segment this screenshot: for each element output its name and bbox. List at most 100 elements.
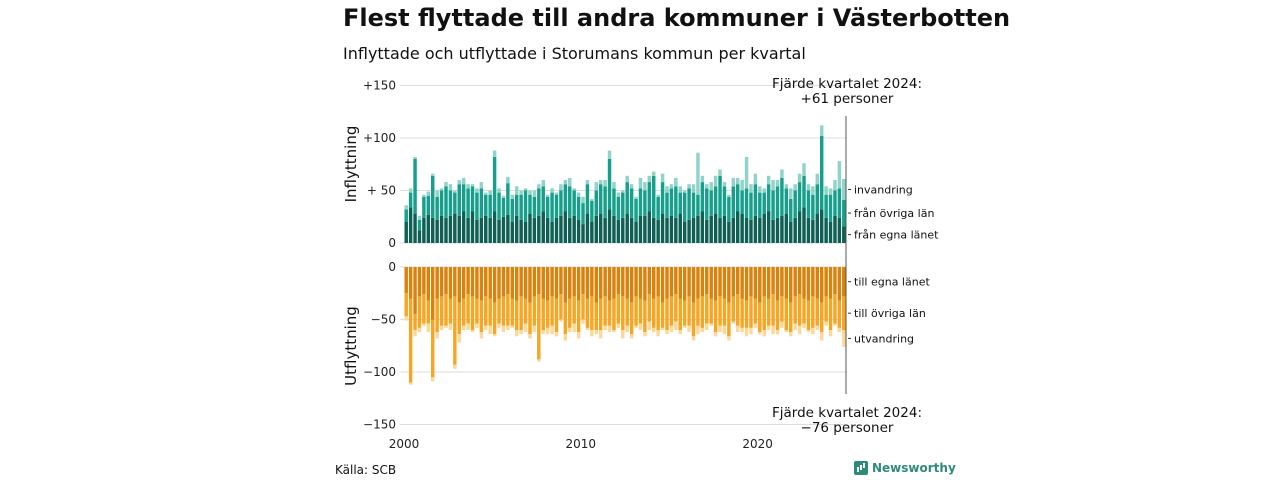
bar-inflow-segment [422, 217, 426, 243]
bar-inflow-segment [466, 217, 470, 243]
bar-inflow-segment [559, 184, 563, 191]
bar-outflow-segment [514, 330, 519, 337]
bar-inflow-segment [545, 196, 550, 218]
bar-inflow-segment [691, 192, 696, 218]
bar-inflow-segment [744, 156, 749, 189]
bar-inflow-segment [457, 215, 461, 243]
bar-inflow-segment [457, 180, 461, 185]
bar-outflow-segment [554, 298, 559, 333]
bar-outflow-segment [413, 267, 417, 315]
bar-inflow-segment [665, 192, 669, 218]
bar-inflow-segment [709, 190, 713, 216]
bar-inflow-segment [497, 219, 501, 243]
bar-outflow-segment [691, 267, 696, 303]
bar-outflow-segment [541, 298, 545, 330]
bar-inflow-segment [656, 196, 660, 220]
bar-inflow-segment [629, 188, 634, 218]
bar-inflow-segment [811, 186, 815, 195]
bar-outflow-segment [598, 267, 603, 299]
bar-inflow-segment [576, 219, 581, 243]
bar-outflow-segment [550, 296, 554, 326]
bar-outflow-segment [842, 296, 846, 330]
bar-inflow-segment [435, 190, 439, 197]
bar-inflow-segment [435, 196, 439, 220]
bar-outflow-segment [660, 302, 665, 328]
bar-outflow-segment [665, 330, 669, 335]
bar-inflow-segment [682, 192, 687, 222]
bar-outflow-segment [806, 330, 811, 333]
bar-outflow-segment [585, 298, 590, 328]
bar-outflow-segment [771, 325, 775, 335]
bar-inflow-segment [749, 219, 753, 243]
bar-outflow-segment [484, 325, 488, 330]
bar-inflow-segment [824, 186, 828, 195]
bar-outflow-segment [811, 267, 815, 297]
bar-inflow-segment [634, 196, 638, 199]
bar-inflow-segment [638, 177, 643, 189]
bar-outflow-segment [431, 319, 435, 378]
bar-outflow-segment [669, 325, 674, 333]
bar-outflow-segment [612, 330, 616, 333]
bar-inflow-segment [572, 188, 576, 191]
brand-logo[interactable]: Newsworthy [854, 461, 956, 475]
bar-outflow-segment [758, 267, 762, 303]
bar-outflow-segment [740, 267, 744, 299]
y-tick-label: −100 [363, 365, 396, 379]
bar-inflow-segment [775, 186, 780, 218]
bar-outflow-segment [510, 325, 515, 328]
bar-inflow-segment [678, 213, 682, 243]
bar-outflow-segment [501, 325, 506, 333]
bar-outflow-segment [842, 330, 846, 347]
bar-outflow-segment [519, 296, 523, 330]
bar-inflow-segment [404, 222, 408, 243]
bar-inflow-segment [479, 182, 484, 189]
bar-outflow-segment [819, 267, 824, 303]
bar-inflow-segment [590, 222, 594, 243]
bar-outflow-segment [594, 267, 598, 303]
bar-outflow-segment [740, 298, 744, 328]
bar-inflow-segment [687, 188, 691, 220]
bar-inflow-segment [576, 192, 581, 197]
bar-outflow-segment [475, 267, 479, 299]
bar-inflow-segment [647, 175, 652, 183]
bar-inflow-segment [696, 194, 700, 216]
bar-inflow-segment [811, 194, 815, 220]
bar-outflow-segment [652, 298, 656, 328]
bar-inflow-segment [691, 184, 696, 193]
bar-outflow-segment [735, 294, 740, 326]
bar-inflow-segment [722, 182, 727, 187]
bar-outflow-segment [528, 302, 532, 335]
bar-inflow-segment [771, 180, 775, 191]
bar-outflow-segment [678, 298, 682, 330]
bar-outflow-segment [448, 298, 453, 324]
bar-outflow-segment [793, 267, 797, 297]
bar-outflow-segment [568, 267, 572, 299]
bar-inflow-segment [718, 175, 722, 218]
bar-inflow-segment [537, 184, 541, 189]
bar-inflow-segment [612, 215, 616, 243]
bar-inflow-segment [607, 150, 612, 159]
bar-inflow-segment [705, 219, 709, 243]
bar-inflow-segment [541, 211, 545, 243]
bar-outflow-segment [837, 327, 842, 333]
bar-inflow-segment [568, 186, 572, 218]
bar-outflow-segment [598, 298, 603, 330]
bar-outflow-segment [598, 330, 603, 339]
bar-inflow-segment [842, 199, 846, 227]
bar-outflow-segment [634, 267, 638, 297]
bar-inflow-segment [660, 182, 665, 214]
bar-outflow-segment [453, 364, 457, 369]
bar-outflow-segment [603, 267, 607, 297]
bar-inflow-segment [652, 217, 656, 243]
bar-inflow-segment [408, 188, 413, 193]
bar-inflow-segment [735, 211, 740, 243]
bar-inflow-segment [722, 186, 727, 216]
bar-inflow-segment [656, 219, 660, 243]
bar-inflow-segment [519, 194, 523, 220]
bar-inflow-segment [590, 198, 594, 201]
bar-outflow-segment [705, 323, 709, 330]
bar-outflow-segment [735, 267, 740, 295]
bar-inflow-segment [607, 159, 612, 210]
bar-outflow-segment [674, 267, 678, 295]
bar-inflow-segment [815, 173, 819, 185]
